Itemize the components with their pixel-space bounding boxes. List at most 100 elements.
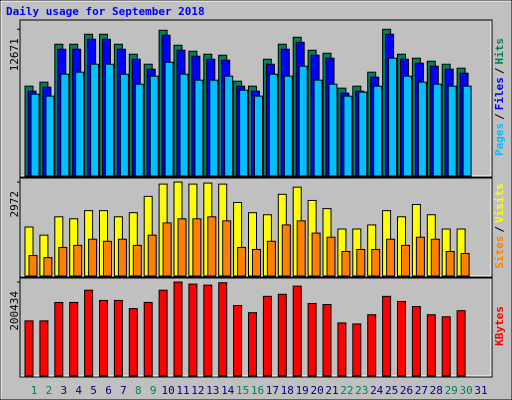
bar [117, 238, 127, 277]
bar [268, 73, 278, 177]
bar [218, 282, 228, 377]
legend-entry: Pages [493, 123, 506, 156]
x-tick-label: 1 [31, 384, 38, 397]
bar [266, 240, 276, 277]
legend-separator: / [493, 226, 506, 233]
legend: Pages / Files / Hits [493, 38, 506, 156]
bar [343, 95, 353, 177]
x-tick-label: 31 [474, 384, 487, 397]
bar [143, 301, 153, 377]
bar [326, 236, 336, 277]
bar [322, 304, 332, 377]
x-tick-label: 16 [251, 384, 264, 397]
bar [447, 85, 457, 177]
bar [367, 314, 377, 377]
x-tick-label: 19 [296, 384, 309, 397]
x-tick-label: 30 [459, 384, 472, 397]
x-tick-label: 25 [385, 384, 398, 397]
bar [75, 71, 85, 177]
x-tick-label: 4 [75, 384, 82, 397]
bar [222, 220, 232, 277]
bar [456, 310, 466, 377]
bar [119, 73, 129, 177]
bar [39, 320, 49, 377]
bar [371, 248, 381, 277]
bar [277, 293, 287, 377]
y-tick-label: 200434 [8, 291, 21, 331]
x-tick-label: 3 [60, 384, 67, 397]
x-tick-label: 20 [310, 384, 323, 397]
bar [88, 238, 98, 277]
bar [356, 248, 366, 277]
bar [403, 75, 412, 177]
y-tick-label: 12671 [8, 38, 21, 71]
x-tick-label: 13 [206, 384, 219, 397]
x-tick-label: 28 [430, 384, 443, 397]
x-tick-label: 12 [191, 384, 204, 397]
bar [352, 323, 362, 377]
bar [177, 218, 187, 277]
bar [296, 220, 306, 277]
x-tick-label: 23 [355, 384, 368, 397]
chart-title: Daily usage for September 2018 [6, 5, 205, 18]
bar [307, 302, 317, 377]
bar [411, 306, 421, 377]
x-tick-label: 7 [120, 384, 127, 397]
x-tick-label: 17 [266, 384, 279, 397]
legend-entry: KBytes [493, 306, 506, 346]
x-tick-label: 10 [161, 384, 174, 397]
bar [90, 63, 100, 177]
legend-separator: / [493, 113, 506, 120]
bar [432, 83, 442, 177]
bar [99, 299, 108, 377]
bar [173, 281, 183, 377]
x-tick-label: 5 [90, 384, 97, 397]
bar [254, 95, 263, 177]
x-tick-label: 21 [325, 384, 338, 397]
bar [417, 81, 427, 177]
bar [113, 299, 123, 377]
bar [179, 73, 189, 177]
bar [397, 300, 406, 377]
legend-entry: Visits [493, 183, 506, 223]
x-tick-label: 22 [340, 384, 353, 397]
bar [73, 244, 83, 277]
bar [388, 57, 398, 177]
bar [103, 240, 112, 277]
bar [460, 253, 470, 277]
bar [24, 320, 34, 377]
x-tick-label: 14 [221, 384, 235, 397]
bar [426, 314, 436, 377]
legend-separator: / [493, 67, 506, 74]
legend: Sites / Visits [493, 183, 506, 269]
legend-entry: Hits [493, 38, 506, 65]
bar [158, 289, 168, 377]
bar [147, 234, 157, 277]
x-tick-label: 8 [135, 384, 142, 397]
bar [162, 222, 172, 277]
legend-entry: Sites [493, 236, 506, 269]
bar [149, 75, 159, 177]
bar [58, 246, 68, 277]
bar [128, 308, 138, 377]
bar [134, 83, 144, 177]
bar [358, 91, 368, 177]
bar [401, 244, 410, 277]
bar [311, 232, 321, 277]
bar [386, 238, 396, 277]
bar [239, 89, 249, 177]
bar [54, 301, 64, 377]
bar [164, 61, 174, 177]
x-tick-label: 6 [105, 384, 112, 397]
bar [30, 93, 40, 177]
bar [188, 283, 198, 377]
x-tick-label: 15 [236, 384, 249, 397]
bar [415, 236, 425, 277]
legend-entry: Files [493, 77, 506, 110]
x-tick-label: 11 [176, 384, 189, 397]
bar [252, 248, 261, 277]
bar [233, 305, 243, 377]
bar [194, 79, 204, 177]
bar [224, 75, 234, 177]
bar [237, 246, 247, 277]
